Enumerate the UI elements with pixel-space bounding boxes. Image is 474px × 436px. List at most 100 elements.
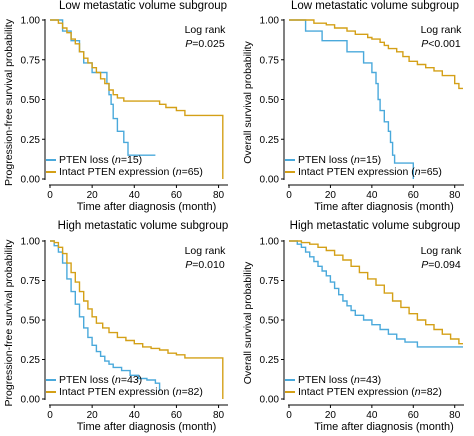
stat-label: Log rank — [185, 245, 227, 257]
stat-label: Log rank — [421, 24, 463, 36]
y-tick-label: 0.75 — [260, 55, 280, 66]
legend-n: n — [115, 374, 121, 386]
legend-n: n — [115, 154, 121, 166]
km-curve-pten-loss — [289, 19, 414, 179]
p-value-number: =0.010 — [192, 259, 225, 271]
km-curve-intact-pten — [289, 19, 463, 90]
legend-label: PTEN loss (n=43) — [298, 374, 381, 386]
x-tick-label: 80 — [213, 190, 225, 201]
legend-text: PTEN loss ( — [59, 374, 116, 386]
x-axis-label: Time after diagnosis (month) — [314, 421, 454, 433]
y-tick-label: 0.25 — [21, 135, 41, 146]
p-symbol: P — [185, 38, 192, 50]
p-value-number: =0.025 — [192, 38, 225, 50]
x-tick-label: 80 — [213, 410, 225, 421]
x-tick-label: 40 — [129, 410, 141, 421]
x-tick-label: 20 — [87, 410, 99, 421]
x-axis-label: Time after diagnosis (month) — [77, 421, 217, 433]
y-tick-label: 0.25 — [260, 135, 280, 146]
legend-count: =65) — [421, 166, 442, 178]
x-tick-label: 60 — [171, 190, 183, 201]
p-value-number: =0.094 — [428, 259, 461, 271]
legend-label: PTEN loss (n=15) — [59, 154, 142, 166]
legend-n: n — [176, 386, 182, 398]
p-value: P=0.025 — [185, 38, 225, 50]
x-tick-label: 40 — [366, 190, 378, 201]
legend-label: Intact PTEN expression (n=82) — [298, 386, 442, 398]
legend-text: PTEN loss ( — [298, 154, 355, 166]
y-tick-label: 0.00 — [260, 395, 280, 406]
p-value-number: <0.001 — [428, 38, 461, 50]
km-curve-intact-pten — [289, 240, 463, 345]
x-tick-label: 20 — [325, 190, 337, 201]
panel-title: Low metastatic volume subgroup — [291, 0, 459, 12]
x-axis-label: Time after diagnosis (month) — [314, 201, 454, 213]
x-tick-label: 0 — [286, 410, 292, 421]
x-tick-label: 80 — [449, 410, 461, 421]
legend-text: Intact PTEN expression ( — [298, 166, 415, 178]
stat-label: Log rank — [185, 24, 227, 36]
chart-panel-4: High metastatic volume subgroup 0.00 0.25 0… — [242, 220, 464, 433]
legend-label: PTEN loss (n=43) — [59, 374, 142, 386]
legend-label: Intact PTEN expression (n=65) — [59, 166, 203, 178]
y-tick-label: 0.00 — [21, 395, 41, 406]
y-tick-label: 1.00 — [260, 237, 280, 248]
y-tick-label: 0.25 — [260, 355, 280, 366]
y-tick-label: 0.25 — [21, 355, 41, 366]
legend-count: =82) — [421, 386, 442, 398]
x-tick-label: 80 — [449, 190, 461, 201]
legend-label: Intact PTEN expression (n=65) — [298, 166, 442, 178]
p-symbol: P — [421, 38, 428, 50]
x-tick-label: 40 — [129, 190, 141, 201]
y-axis-label: Overall survival probability — [242, 261, 254, 384]
legend-count: =65) — [182, 166, 203, 178]
y-axis-label: Progression-free survival probability — [3, 18, 15, 186]
y-tick-label: 0.50 — [21, 316, 41, 327]
y-axis-label: Overall survival probability — [242, 40, 254, 163]
x-tick-label: 0 — [47, 190, 53, 201]
x-tick-label: 60 — [171, 410, 183, 421]
legend-text: Intact PTEN expression ( — [298, 386, 415, 398]
y-tick-label: 0.75 — [260, 276, 280, 287]
y-tick-label: 1.00 — [21, 237, 41, 248]
p-symbol: P — [421, 259, 428, 271]
chart-panel-2: Low metastatic volume subgroup 0.00 0.25 0.… — [242, 0, 464, 213]
legend-n: n — [415, 386, 421, 398]
y-tick-label: 0.50 — [21, 95, 41, 106]
x-axis-label: Time after diagnosis (month) — [77, 201, 217, 213]
legend-n: n — [415, 166, 421, 178]
x-tick-label: 0 — [47, 410, 53, 421]
legend-text: Intact PTEN expression ( — [59, 386, 176, 398]
km-curve-pten-loss — [289, 240, 463, 348]
p-value: P=0.010 — [185, 259, 225, 271]
legend-label: PTEN loss (n=15) — [298, 154, 381, 166]
chart-panel-1: Low metastatic volume subgroup 0.00 0.25 0.… — [3, 0, 228, 213]
panel-title: High metastatic volume subgroup — [58, 220, 229, 232]
legend-count: =82) — [182, 386, 203, 398]
panel-title: High metastatic volume subgroup — [290, 220, 461, 232]
legend-count: =15) — [360, 154, 381, 166]
y-axis-label: Progression-free survival probability — [3, 239, 15, 407]
y-tick-label: 1.00 — [260, 16, 280, 27]
km-curve-pten-loss — [50, 19, 156, 156]
x-tick-label: 60 — [408, 410, 420, 421]
x-tick-label: 0 — [286, 190, 292, 201]
chart-panel-3: High metastatic volume subgroup 0.00 0.25 0… — [3, 220, 228, 433]
y-tick-label: 0.00 — [21, 175, 41, 186]
legend-text: Intact PTEN expression ( — [59, 166, 176, 178]
y-tick-label: 0.75 — [21, 276, 41, 287]
x-tick-label: 20 — [325, 410, 337, 421]
p-value: P=0.094 — [421, 259, 461, 271]
legend-n: n — [354, 154, 360, 166]
km-curve-intact-pten — [50, 240, 224, 399]
legend-text: PTEN loss ( — [59, 154, 116, 166]
y-tick-label: 1.00 — [21, 16, 41, 27]
legend-text: PTEN loss ( — [298, 374, 355, 386]
x-tick-label: 40 — [366, 410, 378, 421]
x-tick-label: 60 — [408, 190, 420, 201]
panel-title: Low metastatic volume subgroup — [59, 0, 227, 12]
km-curve-intact-pten — [50, 19, 224, 179]
stat-label: Log rank — [421, 245, 463, 257]
legend-label: Intact PTEN expression (n=82) — [59, 386, 203, 398]
